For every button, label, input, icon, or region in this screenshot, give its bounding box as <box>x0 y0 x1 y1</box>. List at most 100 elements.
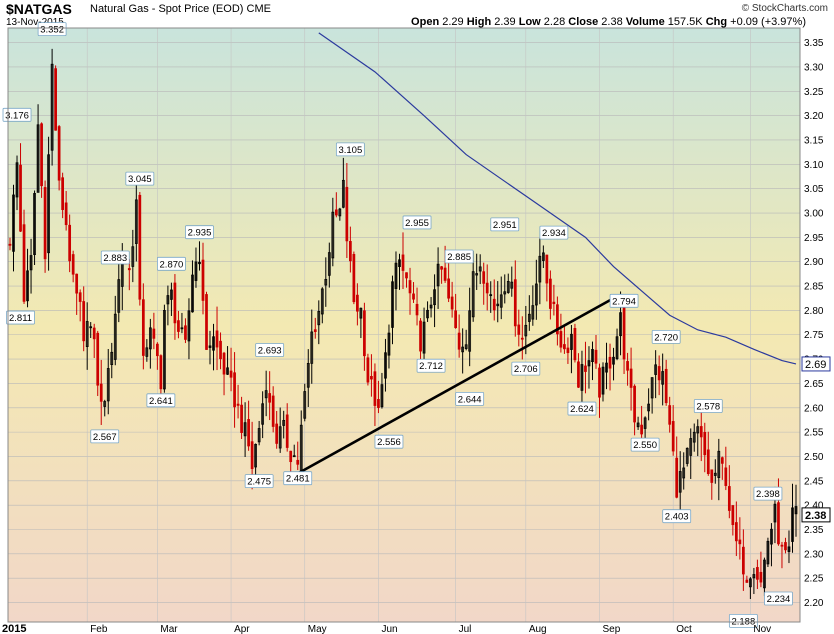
low-value: 2.28 <box>543 16 566 28</box>
price-annotation: 2.481 <box>283 471 313 486</box>
candle-body <box>191 274 194 313</box>
candle-body <box>619 312 622 337</box>
candle-body <box>92 327 96 340</box>
candle-body <box>68 224 72 262</box>
candle-body <box>57 126 61 181</box>
candle-body <box>492 298 496 311</box>
candle-body <box>601 366 605 395</box>
candle-body <box>566 347 570 354</box>
high-label: High <box>466 16 492 28</box>
high-value: 2.39 <box>494 16 516 28</box>
price-annotation: 2.578 <box>693 399 723 413</box>
x-tick-label: Oct <box>676 624 692 634</box>
annotation-box <box>146 393 176 408</box>
provider-credit: © StockCharts.com <box>741 3 828 14</box>
candle-body <box>254 443 257 468</box>
x-tick-label: Nov <box>753 624 771 634</box>
annotation-box <box>539 225 569 240</box>
candle-body <box>219 340 222 360</box>
candle-body <box>398 259 401 267</box>
candle-body <box>177 320 180 332</box>
candle-body <box>233 372 236 408</box>
candle-body <box>594 349 598 364</box>
annotation-box <box>185 225 214 240</box>
annotation-label: 2.870 <box>160 259 184 270</box>
candle-body <box>306 363 310 388</box>
candle-body <box>531 305 535 320</box>
candle-body <box>524 324 528 337</box>
candle-body <box>110 351 114 366</box>
candle-body <box>724 467 728 486</box>
candle-body <box>454 310 457 329</box>
price-annotation: 2.885 <box>444 249 474 264</box>
candle-body <box>138 194 142 300</box>
annotation-label: 2.706 <box>514 364 538 375</box>
candle-body <box>580 364 584 391</box>
candle-body <box>450 296 454 310</box>
candle-body <box>250 441 254 470</box>
price-annotation: 2.641 <box>146 393 176 408</box>
x-tick-label: Jun <box>381 624 397 634</box>
candle-body <box>706 449 710 474</box>
candle-body <box>401 254 405 271</box>
candle-body <box>738 539 742 545</box>
y-tick-label: 2.30 <box>804 549 824 560</box>
candle-body <box>96 332 100 386</box>
annotation-box <box>125 171 155 186</box>
annotation-box <box>753 486 783 501</box>
annotation-label: 2.398 <box>756 489 780 500</box>
candle-body <box>556 304 559 335</box>
price-annotation: 2.935 <box>185 225 214 240</box>
candle-body <box>482 271 486 284</box>
candle-body <box>166 295 170 305</box>
candle-body <box>752 574 756 579</box>
candle-body <box>559 331 563 348</box>
x-tick-label: May <box>308 624 327 634</box>
value-flag-box <box>801 356 831 372</box>
price-annotation: 2.883 <box>100 250 130 265</box>
chg-label: Chg <box>705 16 728 28</box>
annotation-label: 2.550 <box>633 440 657 451</box>
annotation-box <box>764 591 793 606</box>
candle-body <box>633 385 636 423</box>
price-annotation: 2.794 <box>609 293 639 308</box>
candle-body <box>654 364 658 375</box>
candle-body <box>99 383 103 402</box>
annotation-box <box>567 401 597 416</box>
grid-lines <box>8 28 800 622</box>
candle-body <box>320 288 324 315</box>
low-label: Low <box>518 16 541 28</box>
annotation-box <box>335 142 365 157</box>
candle-body <box>426 309 429 319</box>
candle-body <box>113 313 117 360</box>
y-tick-label: 3.05 <box>804 184 824 195</box>
candle-body <box>205 294 208 350</box>
candle-body <box>419 320 422 352</box>
candle-body <box>292 455 296 458</box>
candle-body <box>573 328 577 361</box>
volume-label: Volume <box>625 16 665 28</box>
candle-body <box>640 424 643 435</box>
candle-body <box>626 361 629 371</box>
value-flag: 2.69 <box>801 356 831 372</box>
annotation-box <box>455 391 485 406</box>
candle-body <box>331 211 335 259</box>
annotation-label: 2.693 <box>258 345 282 356</box>
candle-body <box>106 368 110 402</box>
value-flag-box <box>801 507 831 523</box>
candle-body <box>103 401 107 407</box>
candle-body <box>345 186 349 242</box>
candle-body <box>243 422 247 437</box>
candle-body <box>717 450 721 478</box>
annotation-box <box>511 361 541 376</box>
candle-body <box>145 347 149 357</box>
candle-body <box>657 366 661 381</box>
candle-body <box>759 571 763 583</box>
candle-body <box>527 313 531 322</box>
annotation-box <box>416 358 446 373</box>
candle-body <box>327 252 331 276</box>
candle-body <box>682 467 686 479</box>
candle-body <box>117 279 121 313</box>
candle-body <box>629 368 633 388</box>
candle-body <box>278 426 282 449</box>
